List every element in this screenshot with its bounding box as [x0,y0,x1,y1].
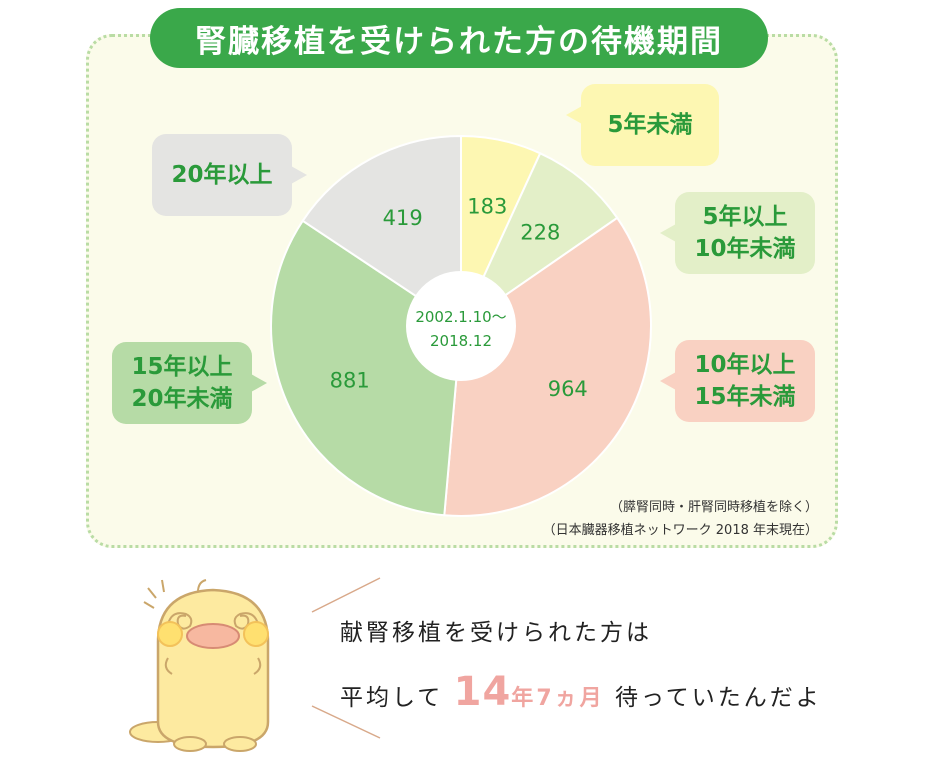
note-source: （日本臓器移植ネットワーク 2018 年末現在） [542,523,818,538]
summary-suffix: 待っていたんだよ [614,685,822,711]
summary-prefix: 平均して [340,685,444,711]
label-10to15: 10年以上 15年未満 [660,340,815,422]
label-10to15-line1: 10年以上 [694,352,796,378]
label-5to10-line2: 10年未満 [694,236,796,262]
donut-hole [406,271,516,381]
summary-line-2: 平均して 14年7ヵ月 待っていたんだよ [340,669,822,715]
summary-line-1: 献腎移植を受けられた方は [340,620,652,646]
label-15to20-line2: 20年未満 [131,386,233,412]
center-period-label: 2018.12 [430,332,492,350]
label-5to10: 5年以上 10年未満 [660,192,815,274]
slice-value-label: 228 [520,220,560,244]
pie-slice [301,134,462,328]
label-under5: 5年未満 [566,84,719,166]
slice-value-label: 419 [383,206,423,230]
label-under5-text: 5年未満 [607,112,693,138]
mascot-illustration [129,579,270,752]
pie-slice [458,151,619,329]
average-years: 14 [453,669,512,715]
label-15to20-line1: 15年以上 [131,354,233,380]
average-months: 7ヵ月 [536,686,605,711]
average-years-unit: 年 [511,686,537,711]
label-5to10-line1: 5年以上 [702,204,788,230]
note-exclusion: （膵腎同時・肝腎同時移植を除く） [609,500,818,515]
label-15to20: 15年以上 20年未満 [112,342,267,424]
pie-slice [443,216,652,517]
slice-value-label: 881 [330,369,370,393]
center-period-label: 2002.1.10～ [415,308,506,326]
slice-value-label: 964 [548,377,588,401]
page-title: 腎臓移植を受けられた方の待機期間 [150,8,768,68]
label-10to15-line2: 15年未満 [694,384,796,410]
label-20plus: 20年以上 [152,134,307,216]
slice-value-label: 183 [467,194,507,218]
label-20plus-text: 20年以上 [171,162,273,188]
